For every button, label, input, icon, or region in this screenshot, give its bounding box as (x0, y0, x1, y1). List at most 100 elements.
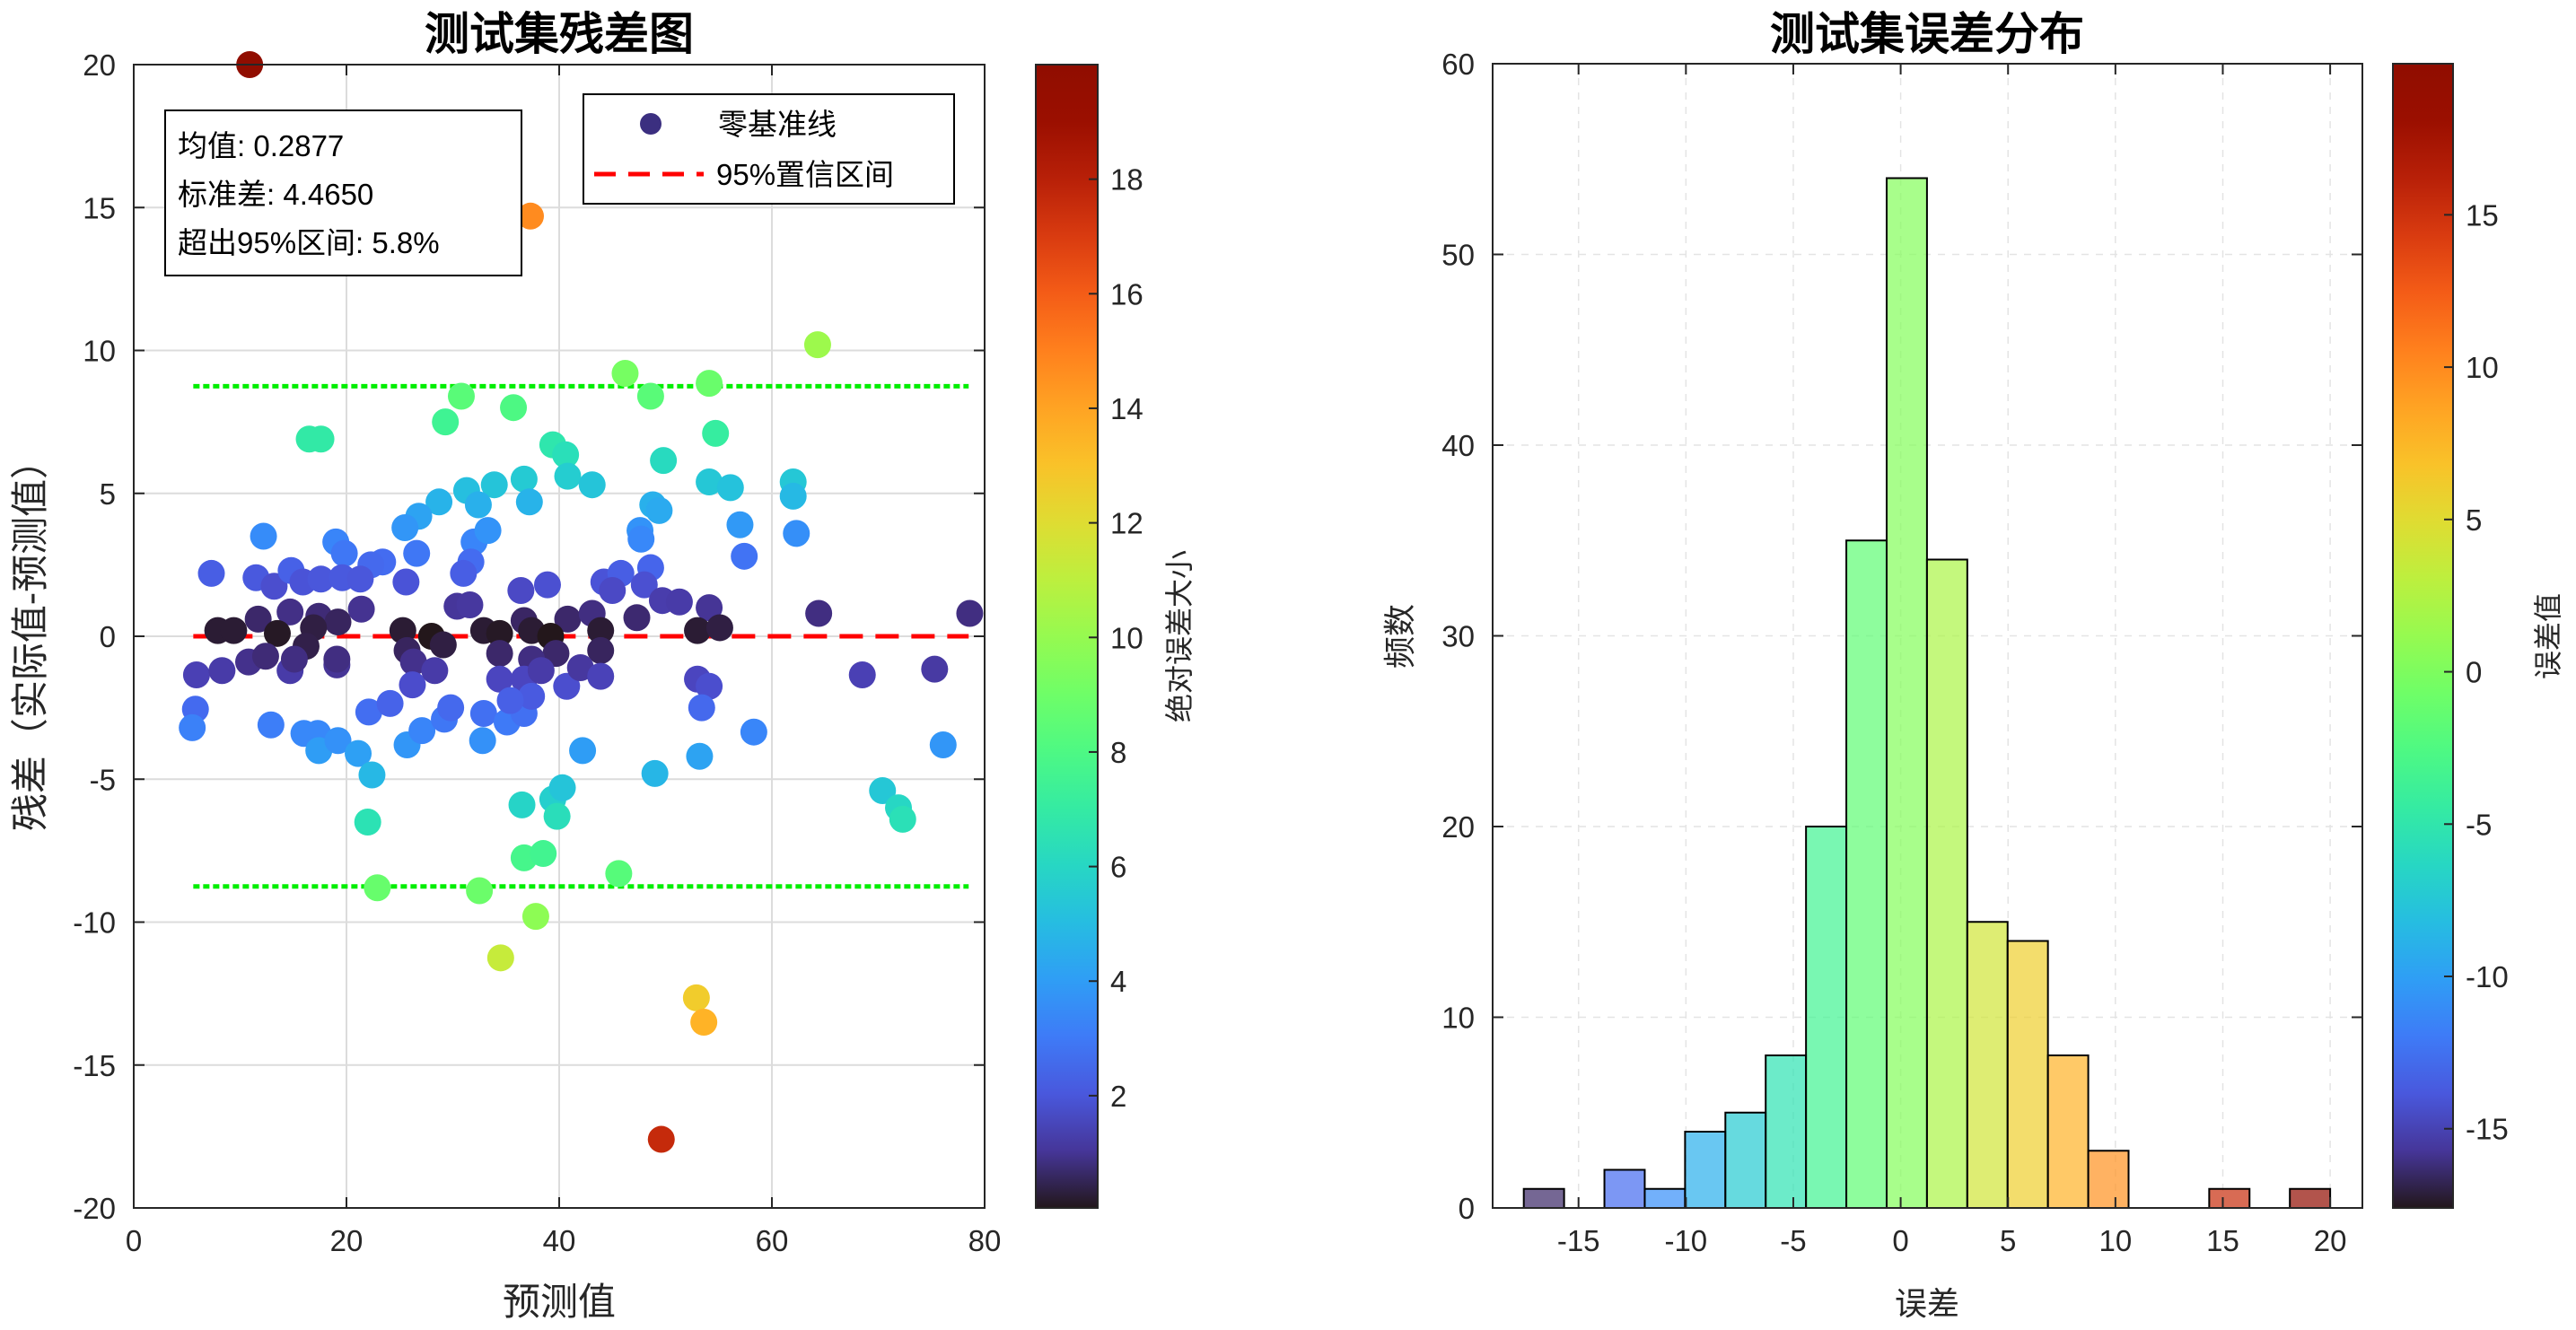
colorbar-tick-label: 6 (1110, 851, 1126, 884)
data-point (731, 542, 758, 570)
legend-entry-zero-line: 零基准线 (718, 108, 837, 141)
data-point (486, 619, 513, 647)
legend: 零基准线 95%置信区间 (583, 93, 955, 205)
colorbar-tick-label: 15 (2466, 198, 2499, 232)
data-point (376, 689, 404, 717)
data-point (783, 520, 810, 547)
x-tick-label: 15 (2206, 1224, 2239, 1257)
data-point (543, 802, 571, 830)
data-point (552, 441, 580, 468)
data-point (779, 482, 807, 510)
colorbar-tick-label: 5 (2466, 503, 2482, 537)
data-point (399, 671, 426, 699)
data-point (220, 617, 248, 644)
y-tick-label: 50 (1441, 239, 1475, 272)
data-point (533, 571, 561, 599)
histogram-bar (2208, 1187, 2251, 1209)
histogram-bar (1885, 177, 1928, 1209)
data-point (508, 791, 536, 818)
x-tick-label: 0 (1892, 1224, 1908, 1257)
data-point (510, 465, 538, 493)
data-point (323, 645, 351, 673)
histogram-bar (1845, 539, 1888, 1209)
data-point (630, 571, 658, 599)
histogram-bar (1925, 558, 1968, 1209)
data-point (257, 711, 285, 739)
chart-title: 测试集误差分布 (1770, 7, 2084, 60)
histogram-bar (1724, 1111, 1767, 1209)
histogram-bar (2289, 1187, 2332, 1209)
colorbar-tick-label: 2 (1110, 1080, 1126, 1113)
x-tick-label: 5 (2000, 1224, 2016, 1257)
data-point (684, 617, 712, 644)
y-tick-label: 20 (1441, 810, 1475, 844)
data-point (486, 665, 513, 693)
data-point (456, 591, 484, 618)
colorbar-tick-label: 18 (1110, 163, 1143, 197)
data-point (447, 382, 475, 410)
data-point (500, 394, 528, 422)
legend-marker-icon (640, 113, 662, 135)
data-point (627, 525, 655, 553)
y-tick-label: -15 (73, 1049, 116, 1082)
colorbar-gradient-bar (2392, 63, 2454, 1209)
data-point (716, 474, 744, 502)
data-point (578, 471, 606, 499)
data-point (450, 559, 478, 587)
data-point (848, 661, 876, 688)
data-point (527, 657, 555, 685)
histogram-bar (1643, 1187, 1687, 1209)
data-point (517, 202, 545, 230)
x-tick-label: 20 (330, 1224, 364, 1257)
legend-entry-ci: 95%置信区间 (716, 158, 894, 191)
data-point (197, 559, 225, 587)
data-point (486, 944, 514, 972)
data-point (554, 605, 582, 633)
data-point (696, 468, 723, 496)
colorbar-tick-label: 10 (2466, 351, 2499, 384)
stat-outside-ci: 超出95%区间: 5.8% (178, 226, 440, 259)
histogram-bar (2006, 940, 2049, 1209)
data-point (276, 598, 304, 626)
y-tick-label: 20 (83, 48, 116, 82)
y-tick-label: -5 (90, 763, 116, 796)
data-point (469, 699, 497, 727)
data-point (355, 698, 382, 726)
data-point (599, 577, 626, 605)
x-tick-label: 20 (2314, 1224, 2347, 1257)
data-point (403, 539, 431, 567)
y-tick-label: 30 (1441, 620, 1475, 653)
y-tick-label: 15 (83, 191, 116, 224)
data-point (956, 599, 984, 627)
data-point (260, 573, 288, 600)
data-point (805, 599, 833, 627)
chart-title: 测试集残差图 (425, 7, 694, 60)
y-tick-label: 10 (83, 335, 116, 368)
x-tick-label: -15 (1557, 1224, 1600, 1257)
colorbar-label: 绝对误差大小 (1162, 550, 1196, 722)
colorbar-tick-label: 16 (1110, 277, 1143, 311)
data-point (425, 488, 453, 516)
data-point (921, 655, 949, 683)
data-point (696, 672, 723, 700)
data-point (480, 471, 508, 499)
data-point (696, 594, 723, 622)
scatter-points (179, 51, 984, 1153)
data-point (641, 759, 669, 787)
data-point (726, 511, 754, 538)
y-tick-label: -20 (73, 1192, 116, 1225)
histogram-bar (1966, 921, 2009, 1209)
data-point (587, 636, 615, 664)
data-point (474, 517, 502, 545)
colorbar-tick-label: 10 (1110, 621, 1143, 654)
data-point (330, 539, 358, 567)
data-point (392, 568, 420, 596)
data-point (636, 382, 664, 410)
data-point (530, 840, 557, 868)
data-point (605, 860, 633, 888)
data-point (554, 462, 582, 490)
data-point (702, 419, 730, 447)
colorbar-tick-label: -10 (2466, 960, 2509, 993)
